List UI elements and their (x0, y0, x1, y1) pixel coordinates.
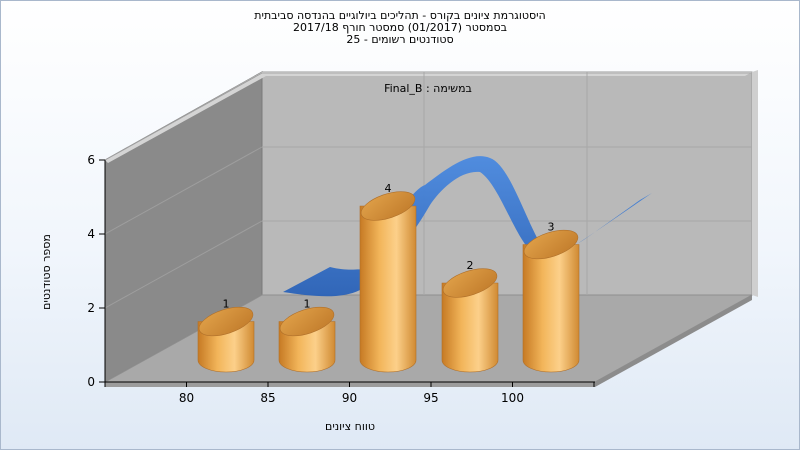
ticks-layer: 0 2 4 6 80 85 90 95 100 (87, 153, 595, 405)
bar (278, 306, 336, 373)
x-tick-label: 90 (342, 391, 357, 405)
y-tick-label: 0 (87, 375, 95, 389)
x-tick-label: 95 (423, 391, 438, 405)
bar (359, 191, 417, 373)
bar-top (279, 306, 335, 337)
bar-value-label: 3 (548, 221, 555, 234)
bar (197, 306, 255, 373)
grid-line-side (104, 220, 263, 309)
floor-side-edge (595, 295, 752, 387)
bar-top (523, 229, 579, 260)
bar-body (441, 282, 499, 373)
bar-value-label: 1 (223, 298, 230, 311)
bar-top (360, 191, 416, 221)
bar-body (522, 244, 580, 373)
grid-line-side (104, 146, 263, 235)
y-tick-label: 2 (87, 301, 95, 315)
x-axis-title: טווח ציונים (325, 420, 375, 433)
bar-value-label: 2 (467, 259, 474, 272)
chart-title: היסטוגרמת ציונים בקורס - תהליכים ביולוגי… (200, 10, 600, 46)
wall-right-frame (752, 70, 758, 297)
bar (522, 229, 580, 373)
x-tick-label: 100 (501, 391, 524, 405)
bar-top (442, 268, 498, 298)
y-tick-label: 4 (87, 227, 95, 241)
title-line-3: סטודנטים רשומים - 25 (346, 33, 454, 46)
bar-value-label: 1 (304, 298, 311, 311)
bar-body (359, 205, 417, 373)
grid-line-side (104, 72, 263, 161)
y-axis-title: מספר סטודנטים (40, 234, 53, 310)
x-tick-label: 80 (179, 391, 194, 405)
bar-value-label: 4 (385, 182, 392, 195)
bars-layer (197, 191, 580, 373)
labels-layer: 1 1 4 2 3 (223, 182, 555, 311)
title-line-2: בסמסטר (01/2017) סמסטר חורף 2017/18 (293, 21, 507, 34)
x-tick-label: 85 (260, 391, 275, 405)
grid-layer (104, 72, 752, 309)
chart-subtitle: במשימה : Final_B (384, 82, 472, 95)
y-tick-label: 6 (87, 153, 95, 167)
bar (441, 268, 499, 373)
bar-top (198, 306, 254, 337)
title-line-1: היסטוגרמת ציונים בקורס - תהליכים ביולוגי… (254, 9, 546, 22)
